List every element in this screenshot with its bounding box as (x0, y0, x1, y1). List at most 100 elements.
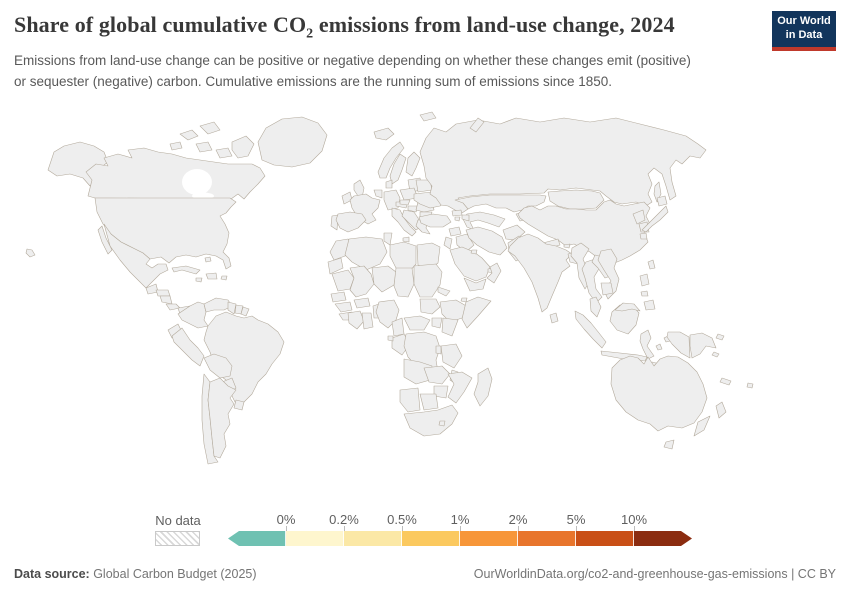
region-taiwan[interactable] (647, 259, 656, 270)
region-italy[interactable] (391, 207, 417, 237)
region-mexico-baja[interactable] (97, 225, 113, 255)
region-iran[interactable] (465, 226, 508, 256)
region-peru[interactable] (171, 327, 205, 367)
region-cuba[interactable] (171, 265, 201, 275)
region-benelux[interactable] (373, 189, 383, 199)
region-botswana[interactable] (419, 393, 439, 411)
region-newcaledonia[interactable] (719, 377, 732, 386)
region-uruguay[interactable] (233, 399, 245, 411)
region-iceland[interactable] (373, 127, 395, 141)
region-malaysia-peninsula[interactable] (589, 296, 602, 318)
region-norway[interactable] (377, 141, 405, 179)
region-sumatra[interactable] (574, 310, 607, 349)
legend-bin-b02[interactable] (344, 531, 402, 546)
region-morocco[interactable] (329, 238, 354, 261)
region-turkey[interactable] (418, 213, 452, 228)
region-png-island[interactable] (715, 333, 725, 341)
region-fiji[interactable] (746, 382, 754, 389)
region-puertorico[interactable] (220, 275, 228, 281)
region-algeria[interactable] (344, 236, 388, 271)
region-eritrea[interactable] (437, 286, 451, 297)
region-mongolia[interactable] (547, 189, 605, 210)
region-sicily[interactable] (402, 236, 410, 243)
region-hungary[interactable] (407, 205, 419, 213)
region-novayazemlya[interactable] (469, 117, 485, 133)
region-nz-north[interactable] (715, 401, 727, 419)
region-tunisia[interactable] (383, 232, 393, 246)
region-chad[interactable] (393, 267, 415, 298)
region-oman[interactable] (486, 262, 502, 284)
region-canada-island[interactable] (195, 141, 213, 153)
region-hispaniola[interactable] (205, 272, 218, 280)
no-data-swatch[interactable] (155, 531, 200, 546)
region-azerbaijan[interactable] (461, 214, 470, 222)
footer-link[interactable]: OurWorldinData.org/co2-and-greenhouse-ga… (473, 567, 836, 581)
region-namibia[interactable] (399, 387, 421, 413)
region-japan-kyushu[interactable] (639, 232, 648, 240)
region-canada-island[interactable] (169, 141, 183, 151)
region-canada-island[interactable] (199, 121, 221, 135)
region-niger[interactable] (371, 265, 397, 293)
region-nicaragua[interactable] (159, 295, 173, 305)
region-spain[interactable] (335, 211, 367, 233)
region-lesotho[interactable] (438, 420, 446, 427)
region-georgia[interactable] (451, 209, 463, 217)
region-philippines-visayas[interactable] (640, 290, 649, 297)
region-finland[interactable] (405, 151, 421, 177)
region-eqguinea[interactable] (387, 335, 394, 342)
region-india[interactable] (507, 233, 573, 313)
region-senegal[interactable] (330, 291, 347, 303)
region-czech[interactable] (399, 199, 411, 206)
region-malaysia-borneo[interactable] (614, 302, 641, 312)
region-car[interactable] (403, 315, 431, 331)
region-burkina[interactable] (353, 297, 371, 309)
region-argentina[interactable] (207, 377, 237, 459)
region-japan-honshu[interactable] (641, 205, 669, 233)
region-jordanisrael[interactable] (443, 236, 453, 250)
region-hawaii[interactable] (25, 248, 36, 258)
region-colombia[interactable] (177, 301, 209, 329)
region-sweden[interactable] (389, 153, 407, 185)
legend-bin-b05[interactable] (402, 531, 460, 546)
region-usa[interactable] (94, 197, 237, 270)
legend-bin-neg[interactable] (228, 531, 286, 546)
region-saudi[interactable] (449, 246, 491, 282)
region-mali[interactable] (349, 265, 375, 298)
region-somalia[interactable] (461, 296, 492, 329)
region-uganda[interactable] (431, 317, 443, 329)
region-denmark[interactable] (385, 179, 393, 189)
region-png[interactable] (689, 332, 717, 359)
region-greenland[interactable] (257, 116, 328, 168)
region-zimbabwe[interactable] (433, 385, 449, 399)
region-yemen[interactable] (463, 277, 487, 292)
region-libya[interactable] (389, 241, 417, 273)
region-mexico[interactable] (103, 223, 169, 289)
region-papua[interactable] (666, 331, 691, 359)
region-bhutan[interactable] (563, 243, 571, 249)
region-nkorea[interactable] (632, 209, 646, 225)
region-philippines-luzon[interactable] (639, 273, 650, 287)
region-zambia[interactable] (423, 365, 451, 385)
region-guinea[interactable] (334, 301, 353, 313)
region-rwandaburundi[interactable] (435, 345, 442, 355)
region-canada[interactable] (85, 147, 266, 200)
region-mozambique[interactable] (447, 371, 473, 404)
region-solomons[interactable] (711, 351, 720, 358)
region-frguiana[interactable] (240, 306, 250, 317)
region-uzbekturkmen[interactable] (462, 211, 506, 231)
region-cambodia[interactable] (600, 282, 614, 296)
region-guyana[interactable] (227, 301, 237, 315)
region-philippines-mindanao[interactable] (643, 299, 656, 311)
region-kuwait[interactable] (470, 249, 478, 255)
region-bolivia[interactable] (203, 353, 233, 379)
region-southafrica[interactable] (403, 404, 459, 437)
region-armenia[interactable] (454, 216, 461, 222)
region-germany[interactable] (383, 189, 401, 211)
legend-bin-b2[interactable] (518, 531, 576, 546)
region-moluccas[interactable] (655, 343, 663, 351)
region-srilanka[interactable] (549, 312, 559, 324)
region-canada-island[interactable] (215, 147, 233, 159)
legend-bin-b10[interactable] (634, 531, 692, 546)
region-egypt[interactable] (416, 242, 441, 270)
region-sulawesi[interactable] (639, 329, 655, 360)
